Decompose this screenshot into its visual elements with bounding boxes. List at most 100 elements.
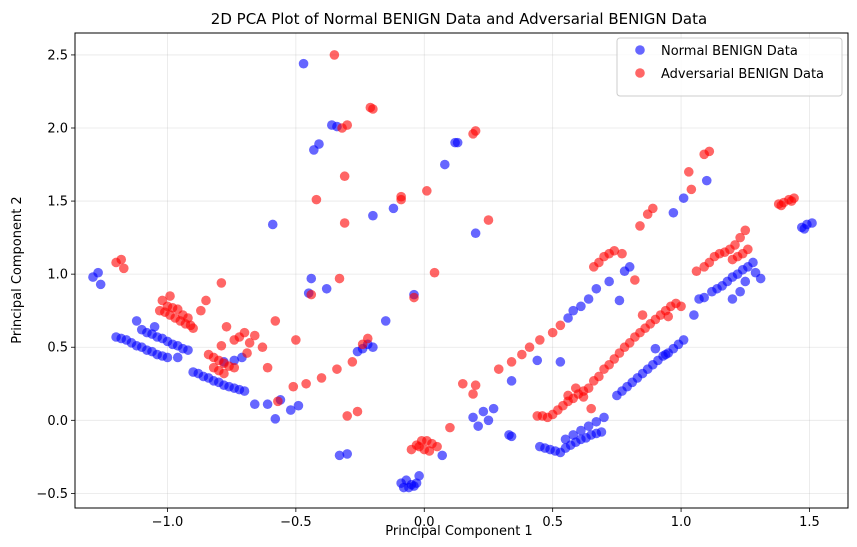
adversarial-benign-point [786, 196, 797, 206]
normal-benign-point [576, 425, 586, 436]
adversarial-benign-point [301, 378, 311, 389]
normal-benign-point [334, 450, 345, 461]
normal-benign-point [748, 257, 758, 268]
adversarial-benign-point [116, 254, 127, 265]
adversarial-benign-point [483, 215, 494, 225]
adversarial-benign-point [188, 323, 198, 334]
normal-benign-point [437, 450, 448, 461]
adversarial-benign-point [676, 301, 686, 312]
adversarial-benign-point [493, 364, 504, 374]
y-tick-label: 1.0 [47, 268, 68, 283]
adversarial-benign-point [445, 422, 455, 433]
normal-benign-point [473, 421, 483, 431]
normal-benign-point [470, 228, 481, 239]
adversarial-benign-point [617, 248, 627, 259]
normal-benign-point [267, 219, 278, 230]
x-axis-label: Principal Component 1 [385, 524, 532, 539]
y-tick-label: −0.5 [36, 487, 68, 502]
normal-benign-point [668, 207, 679, 218]
adversarial-benign-point [216, 340, 227, 351]
y-tick-label: 2.5 [47, 48, 68, 63]
normal-benign-point [614, 295, 625, 306]
normal-benign-point [591, 416, 602, 427]
grid-lines [75, 33, 848, 508]
adversarial-benign-point [339, 218, 350, 228]
adversarial-benign-point [242, 348, 252, 358]
adversarial-benign-point [517, 349, 527, 360]
adversarial-benign-point [535, 335, 545, 345]
adversarial-benign-point [691, 266, 702, 277]
adversarial-benign-point [630, 275, 640, 285]
x-tick-label: −0.5 [280, 515, 312, 530]
normal-benign-point [701, 175, 712, 186]
normal-benign-point [678, 193, 689, 203]
normal-benign-point [483, 415, 494, 426]
normal-benign-point [131, 316, 142, 326]
normal-benign-point [270, 414, 281, 424]
adversarial-benign-point [547, 327, 558, 338]
normal-benign-point [93, 267, 103, 278]
adversarial-benign-point [704, 146, 715, 157]
adversarial-benign-point [683, 167, 694, 177]
normal-benign-point [440, 159, 450, 170]
plot-frame [74, 32, 849, 509]
adversarial-benign-point [288, 381, 299, 392]
adversarial-benign-point [586, 403, 596, 414]
adversarial-benign-point [262, 362, 273, 373]
adversarial-benign-point [663, 311, 674, 322]
adversarial-benign-point [196, 305, 206, 316]
y-tick-label: 1.5 [47, 195, 68, 210]
adversarial-benign-point [422, 186, 432, 196]
normal-benign-point [368, 342, 378, 353]
x-tick-label: 0.5 [542, 515, 563, 530]
normal-benign-point [678, 335, 689, 345]
adversarial-benign-point [594, 371, 604, 382]
normal-benign-point [807, 218, 817, 228]
normal-benign-point [172, 352, 183, 363]
y-tick-label: 0.0 [47, 414, 68, 429]
normal-benign-point [506, 376, 517, 386]
adversarial-benign-point [201, 295, 211, 306]
adversarial-benign-point [457, 378, 468, 389]
adversarial-benign-point [165, 291, 175, 301]
normal-benign-point [506, 431, 517, 442]
normal-benign-point [488, 403, 499, 414]
normal-benign-point [262, 399, 273, 410]
normal-benign-point [532, 355, 543, 366]
normal-benign-point [568, 430, 579, 440]
normal-benign-point [660, 349, 671, 360]
legend-label-normal: Normal BENIGN Data [661, 44, 798, 59]
normal-benign-point [699, 292, 709, 303]
adversarial-benign-point [291, 335, 301, 345]
normal-benign-point [576, 301, 586, 312]
adversarial-benign-point [270, 316, 281, 326]
normal-benign-point [468, 412, 478, 423]
normal-benign-point [735, 286, 745, 297]
normal-benign-point [591, 283, 602, 294]
adversarial-benign-point [221, 321, 232, 332]
normal-benign-point [162, 352, 173, 363]
normal-benign-point [478, 406, 489, 417]
adversarial-benign-point [743, 244, 753, 255]
legend: Normal BENIGN Data Adversarial BENIGN Da… [616, 37, 843, 97]
normal-benign-point [689, 310, 699, 320]
normal-benign-point [727, 294, 738, 304]
adversarial-benign-point [229, 362, 240, 373]
normal-benign-point [560, 434, 571, 445]
normal-benign-point [452, 137, 463, 148]
adversarial-benign-point [563, 390, 573, 401]
adversarial-benign-point [637, 310, 648, 320]
normal-benign-point [183, 345, 193, 355]
adversarial-benign-point [740, 225, 751, 236]
adversarial-benign-point [583, 383, 594, 393]
adversarial-benign-point [578, 392, 589, 402]
adversarial-benign-point [570, 383, 581, 393]
adversarial-benign-point [332, 364, 342, 374]
chart-title: 2D PCA Plot of Normal BENIGN Data and Ad… [211, 10, 707, 28]
adversarial-benign-point [409, 292, 419, 303]
normal-benign-point [624, 262, 635, 272]
adversarial-benign-point [334, 273, 345, 284]
normal-benign-point [799, 224, 810, 234]
adversarial-benign-point [339, 171, 350, 182]
